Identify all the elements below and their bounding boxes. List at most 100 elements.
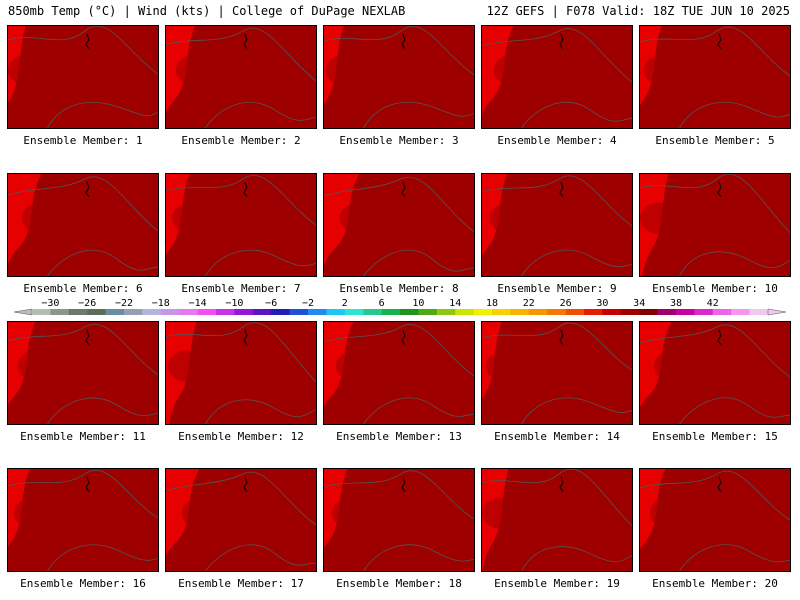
- temperature-band: [640, 469, 790, 571]
- contour-line: [8, 323, 158, 376]
- colorbar-swatch: [473, 309, 493, 315]
- contour-line: [166, 322, 316, 383]
- lake-outline: [243, 181, 248, 197]
- colorbar-swatch: [363, 309, 382, 315]
- colorbar-swatch: [87, 309, 106, 315]
- temperature-map: [482, 469, 632, 571]
- ensemble-member-caption: Ensemble Member: 8: [339, 282, 459, 295]
- ensemble-member-caption: Ensemble Member: 14: [494, 430, 620, 443]
- ensemble-map-panel: [165, 321, 317, 425]
- contour-line: [324, 324, 474, 377]
- ensemble-map-panel: [639, 468, 791, 572]
- colorbar-swatch: [657, 309, 677, 315]
- colorbar-swatch: [289, 309, 309, 315]
- ensemble-member-caption: Ensemble Member: 7: [181, 282, 301, 295]
- contour-line: [166, 174, 316, 226]
- lake-outline: [717, 33, 722, 49]
- temperature-map: [8, 26, 158, 128]
- temperature-band: [482, 322, 632, 424]
- contour-line: [8, 26, 158, 75]
- colorbar-swatch: [50, 309, 70, 315]
- temperature-map: [324, 174, 474, 276]
- ensemble-map-panel: [323, 468, 475, 572]
- temperature-map: [324, 26, 474, 128]
- warm-core: [8, 54, 48, 86]
- chart-title-right: 12Z GEFS | F078 Valid: 18Z TUE JUN 10 20…: [486, 4, 790, 18]
- colorbar-swatch: [197, 309, 217, 315]
- colorbar-swatch: [68, 309, 88, 315]
- colorbar-swatch: [142, 309, 162, 315]
- contour-line: [8, 469, 158, 519]
- contour-line: [363, 397, 474, 424]
- lake-outline: [559, 329, 564, 345]
- contour-line: [679, 251, 790, 276]
- colorbar-swatch: [694, 309, 714, 315]
- contour-line: [363, 101, 474, 128]
- warm-core: [325, 54, 366, 86]
- contour-line: [679, 101, 790, 128]
- temperature-map: [166, 26, 316, 128]
- colorbar-swatch: [32, 309, 51, 315]
- contour-line: [640, 26, 790, 77]
- warm-core: [21, 202, 62, 234]
- ensemble-map-panel: [165, 25, 317, 129]
- colorbar-swatch: [326, 309, 346, 315]
- colorbar-swatch: [252, 309, 272, 315]
- colorbar-swatch: [418, 309, 438, 315]
- temperature-band: [324, 26, 474, 128]
- colorbar-swatch: [436, 309, 456, 315]
- ensemble-member-caption: Ensemble Member: 16: [20, 577, 146, 590]
- lake-outline: [717, 476, 722, 492]
- colorbar-tick-label: −10: [225, 298, 243, 309]
- warm-core: [493, 54, 534, 86]
- warm-core: [653, 350, 694, 382]
- ensemble-member-caption: Ensemble Member: 13: [336, 430, 462, 443]
- temperature-map: [482, 26, 632, 128]
- colorbar-swatch: [639, 309, 658, 315]
- colorbar-swatch: [234, 309, 254, 315]
- lake-outline: [85, 476, 90, 492]
- contour-line: [521, 397, 632, 424]
- colorbar-tick-label: 38: [670, 298, 682, 309]
- ensemble-map-panel: [639, 321, 791, 425]
- contour-line: [482, 322, 632, 371]
- temperature-map: [166, 322, 316, 424]
- temperature-band: [8, 322, 158, 424]
- warm-core: [175, 54, 216, 86]
- temperature-map: [640, 322, 790, 424]
- contour-line: [640, 470, 790, 521]
- temperature-band: [166, 469, 316, 571]
- colorbar-swatch: [712, 309, 732, 315]
- colorbar-tick-label: −2: [302, 298, 314, 309]
- temperature-band: [640, 26, 790, 128]
- colorbar-swatch: [602, 309, 622, 315]
- contour-line: [166, 471, 316, 526]
- warm-core: [171, 202, 212, 234]
- temperature-map: [8, 322, 158, 424]
- warm-core: [649, 497, 690, 529]
- ensemble-member-caption: Ensemble Member: 10: [652, 282, 778, 295]
- temperature-band: [640, 174, 790, 276]
- lake-outline: [85, 33, 90, 49]
- lake-outline: [401, 329, 406, 345]
- contour-line: [324, 470, 474, 520]
- ensemble-map-panel: [165, 468, 317, 572]
- ensemble-member-caption: Ensemble Member: 2: [181, 134, 301, 147]
- colorbar-arrow-right: [767, 308, 787, 316]
- warm-core: [167, 350, 208, 382]
- ensemble-map-panel: [7, 468, 159, 572]
- ensemble-map-panel: [639, 25, 791, 129]
- contour-line: [521, 249, 632, 276]
- ensemble-map-panel: [323, 173, 475, 277]
- contour-line: [324, 176, 474, 233]
- ensemble-member-caption: Ensemble Member: 3: [339, 134, 459, 147]
- colorbar-swatch: [565, 309, 585, 315]
- temperature-map: [640, 469, 790, 571]
- ensemble-map-panel: [165, 173, 317, 277]
- lake-outline: [401, 476, 406, 492]
- temperature-band: [482, 26, 632, 128]
- colorbar-tick-label: 30: [596, 298, 608, 309]
- colorbar-swatch: [620, 309, 640, 315]
- temperature-map: [8, 469, 158, 571]
- temperature-colorbar: −30 −26 −22 −18 −14 −10 −6 −2 2 6 10 14 18 22 26 30 34 38…: [13, 298, 787, 316]
